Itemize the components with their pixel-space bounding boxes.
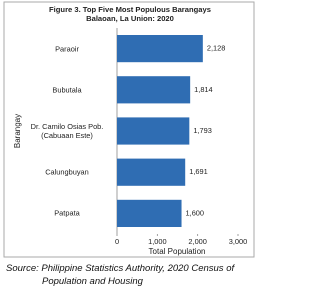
value-label: 1,600 bbox=[186, 208, 205, 217]
x-tick-label: 3,000 bbox=[229, 237, 248, 246]
chart: Figure 3. Top Five Most Populous Baranga… bbox=[3, 1, 255, 258]
value-label: 1,814 bbox=[194, 85, 213, 94]
bar bbox=[117, 117, 190, 145]
chart-subtitle: Balaoan, La Union: 2020 bbox=[86, 14, 174, 23]
y-tick-label: Patpata bbox=[54, 208, 80, 218]
bar bbox=[117, 35, 203, 63]
bar bbox=[117, 158, 186, 186]
y-tick-label: Dr. Camilo Osias Pob. (Cabuaan Este) bbox=[30, 122, 104, 140]
page: Figure 3. Top Five Most Populous Baranga… bbox=[3, 1, 255, 287]
y-tick-label: Paraoir bbox=[55, 44, 79, 54]
y-tick-label: Bubutala bbox=[52, 85, 82, 95]
bar bbox=[117, 76, 191, 104]
bar bbox=[117, 199, 182, 227]
source-line: Population and Housing bbox=[42, 276, 143, 287]
x-tick-label: 1,000 bbox=[148, 237, 167, 246]
x-tick-label: 0 bbox=[115, 237, 119, 246]
value-label: 2,128 bbox=[207, 44, 226, 53]
y-axis-title: Barangay bbox=[13, 114, 22, 148]
source-line: Source: Philippine Statistics Authority,… bbox=[6, 263, 235, 274]
x-axis-title: Total Population bbox=[149, 247, 206, 256]
value-label: 1,793 bbox=[193, 126, 212, 135]
y-tick-label: Calungbuyan bbox=[45, 167, 89, 177]
value-label: 1,691 bbox=[189, 167, 208, 176]
chart-title: Figure 3. Top Five Most Populous Baranga… bbox=[49, 5, 211, 14]
x-tick-label: 2,000 bbox=[188, 237, 207, 246]
